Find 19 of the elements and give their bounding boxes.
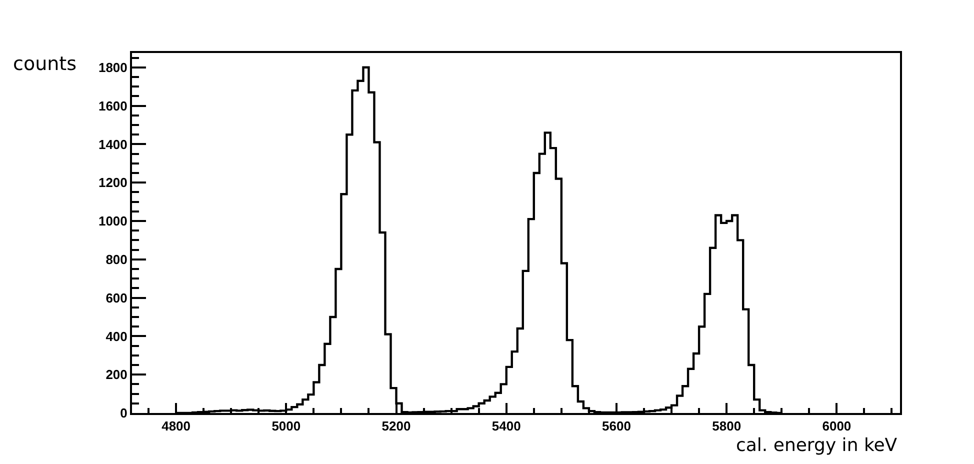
y-tick-label: 200 [106, 367, 128, 382]
x-tick-label: 4800 [162, 418, 190, 434]
x-tick-label: 5000 [272, 418, 301, 434]
x-axis-title: cal. energy in keV [736, 435, 898, 456]
y-tick-label: 1000 [98, 214, 128, 229]
y-tick-label: 400 [106, 328, 128, 344]
x-tick-label: 5400 [492, 418, 521, 434]
y-tick-label: 800 [106, 252, 128, 267]
y-tick-label: 1200 [98, 175, 128, 190]
x-tick-label: 5200 [382, 418, 411, 434]
y-axis-title: counts [13, 53, 77, 75]
y-tick-label: 1400 [98, 136, 128, 152]
y-tick-label: 1600 [98, 98, 128, 114]
x-tick-label: 5600 [602, 418, 631, 434]
x-tick-label: 5800 [712, 418, 742, 434]
y-tick-label: 0 [120, 406, 128, 421]
y-tick-label: 600 [106, 290, 128, 306]
x-tick-label: 6000 [822, 418, 852, 434]
y-tick-label: 1800 [98, 60, 128, 75]
